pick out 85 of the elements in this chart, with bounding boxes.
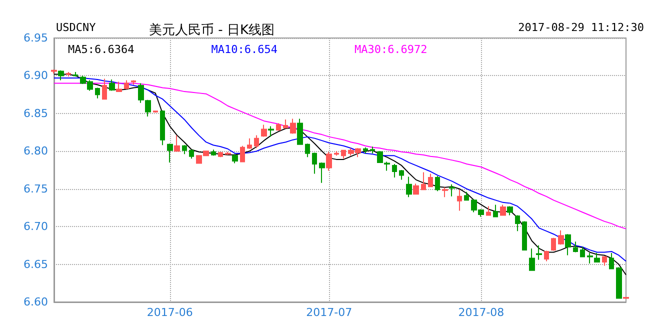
candlestick (421, 172, 426, 190)
candlestick (341, 150, 346, 160)
candlestick (602, 256, 607, 266)
candlestick (464, 191, 469, 201)
x-tick-label: 2017-07 (306, 306, 352, 319)
candlestick (529, 248, 535, 271)
candlestick (493, 204, 498, 218)
text: MA10:6.654 (211, 43, 278, 56)
candlestick (276, 122, 281, 132)
candlestick (95, 87, 100, 99)
candlestick (290, 118, 296, 134)
candlestick (522, 220, 527, 250)
text: USDCNY (56, 21, 96, 34)
candlestick (442, 186, 448, 198)
candlestick (51, 69, 57, 74)
candlestick (544, 250, 549, 262)
candlestick (160, 110, 165, 146)
candlestick (435, 176, 440, 192)
candlestick (254, 134, 259, 149)
candlestick (305, 143, 310, 158)
candlestick (167, 143, 173, 163)
candlestick (609, 252, 614, 270)
x-tick-label: 2017-06 (146, 306, 193, 319)
candlestick (406, 176, 412, 198)
candlestick (334, 150, 339, 156)
candlestick (363, 146, 368, 154)
y-tick-label: 6.70 (24, 220, 48, 234)
candlestick (370, 146, 375, 154)
candlestick (116, 81, 122, 92)
candlestick (399, 170, 404, 180)
candlestick (109, 78, 115, 92)
candlestick (297, 118, 303, 145)
candlestick (211, 149, 216, 156)
candlestick (457, 189, 462, 212)
candlestick (153, 110, 158, 114)
candlestick (536, 244, 542, 260)
chart-title: 美元人民币 - 日K线图 (149, 22, 274, 38)
candlestick (73, 71, 78, 77)
candlestick (124, 80, 129, 90)
candlestick (283, 118, 288, 130)
candlestick (66, 71, 71, 77)
candlestick (580, 246, 585, 258)
candlestick (58, 70, 64, 81)
y-tick-label: 6.60 (24, 296, 48, 308)
candlestick (515, 214, 520, 232)
candlestick (486, 206, 491, 216)
candlestick (413, 183, 419, 195)
candlestick (392, 163, 397, 178)
candlestick (565, 234, 571, 256)
y-tick-label: 6.75 (24, 182, 48, 196)
y-tick-label: 6.85 (24, 106, 48, 120)
candlestick (102, 78, 107, 100)
y-tick-label: 6.80 (24, 144, 48, 158)
line-series (54, 82, 626, 230)
candlestick (326, 151, 332, 172)
x-tick-label: 2017-08 (458, 306, 504, 319)
candlestick (616, 266, 622, 299)
series-label: MA5:6.6364 (68, 43, 135, 56)
candlestick (507, 206, 513, 216)
candlestick (240, 145, 245, 162)
candlestick (247, 138, 252, 150)
candlestick (182, 144, 187, 155)
candlestick (449, 184, 455, 197)
candlestick (573, 241, 578, 253)
candlestick (225, 151, 231, 156)
candlestick (268, 126, 274, 138)
candlestick (587, 252, 593, 264)
candlestick (500, 204, 506, 216)
y-tick-label: 6.90 (24, 69, 48, 82)
text: MA30:6.6972 (354, 43, 428, 56)
candlestick (558, 230, 564, 246)
candlestick (428, 173, 433, 188)
candlestick (594, 252, 600, 263)
candlestick (261, 124, 267, 138)
candlestick (312, 152, 317, 174)
candlestick (232, 154, 238, 164)
y-tick-label: 6.65 (24, 258, 48, 271)
candlestick (218, 151, 223, 158)
text: 2017-08-29 11:12:30 (518, 21, 644, 34)
candlestick (551, 237, 556, 252)
candlestick (319, 162, 325, 184)
candlestick (189, 149, 194, 160)
candlestick (131, 80, 136, 86)
candlestick (174, 134, 180, 152)
y-tick-label: 6.95 (24, 32, 48, 44)
